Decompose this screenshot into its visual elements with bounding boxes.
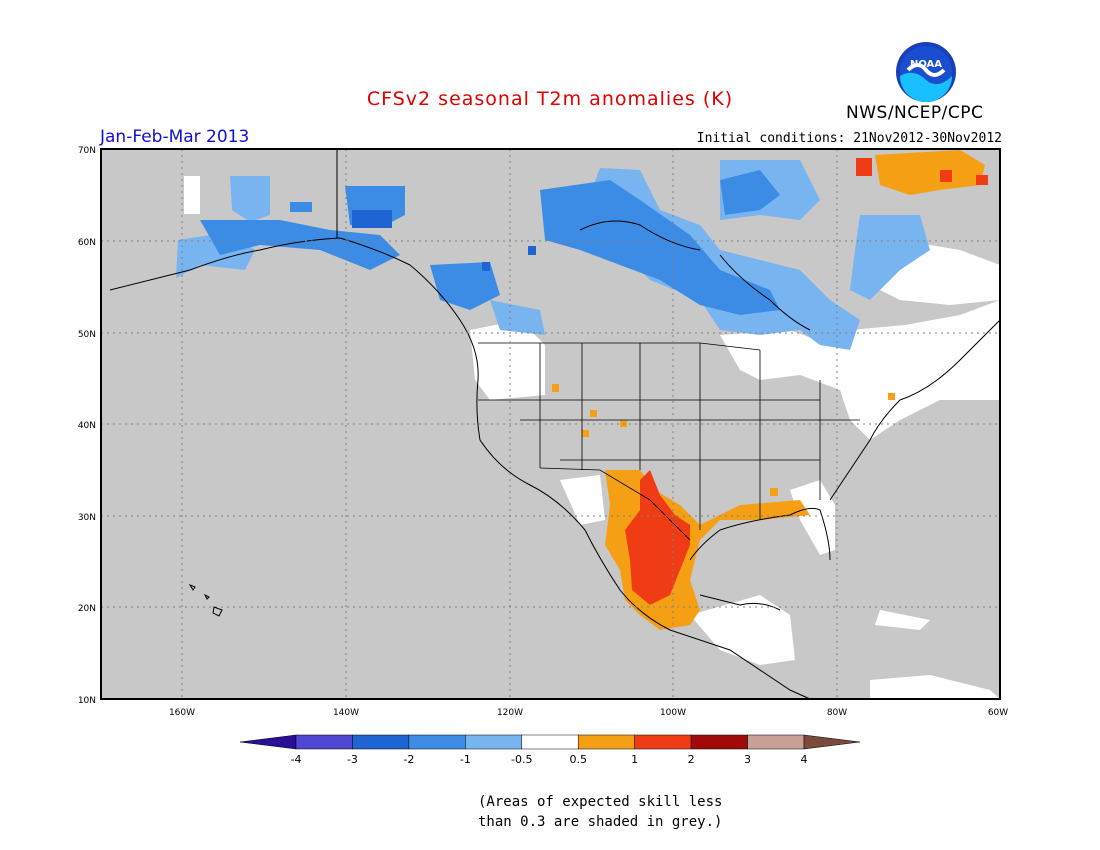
hawaii-islands [188,583,223,617]
colorbar-tick-label: 1 [631,753,638,766]
lon-label: 100W [660,708,686,718]
political-borders [478,342,860,541]
colorbar-tick-label: -2 [403,753,414,766]
colorbar-tick-label: -1 [460,753,471,766]
lat-label: 70N [78,146,96,156]
initial-conditions: Initial conditions: 21Nov2012-30Nov2012 [696,131,1002,146]
lat-labels: 70N 60N 50N 40N 30N 20N 10N [78,146,96,706]
colorbar-segment [465,734,523,750]
map-frame [100,148,1001,700]
colorbar-tick-label: -0.5 [511,753,532,766]
lat-label: 40N [78,421,96,431]
colorbar-tick-label: 0.5 [569,753,587,766]
lat-label: 20N [78,604,96,614]
cool-medium-regions [200,170,780,315]
logo-text: NOAA [910,59,942,70]
colorbar-tick-label: -3 [347,753,358,766]
skill-note: (Areas of expected skill less than 0.3 a… [478,792,722,832]
colorbar-segment [295,734,353,750]
lon-label: 80W [827,708,847,718]
lon-label: 160W [169,708,195,718]
colorbar-tick-label: 2 [688,753,695,766]
lon-label: 60W [988,708,1008,718]
noaa-logo-icon: NOAA [896,42,956,102]
colorbar-segment [352,734,410,750]
agency-label: NWS/NCEP/CPC [846,103,984,123]
colorbar-tick-label: 4 [801,753,808,766]
skill-note-line1: (Areas of expected skill less [478,794,723,810]
lat-label: 10N [78,696,96,706]
skill-note-line2: than 0.3 are shaded in grey.) [478,814,723,830]
graticule [101,149,1000,699]
cool-dark-regions [352,210,536,271]
colorbar-tick-label: 3 [744,753,751,766]
lon-labels: 160W 140W 120W 100W 80W 60W [169,708,1008,718]
forecast-period: Jan-Feb-Mar 2013 [100,127,250,147]
warm-strong-regions [625,158,988,605]
chart-title: CFSv2 seasonal T2m anomalies (K) [366,88,734,110]
lat-label: 60N [78,238,96,248]
colorbar-segment [690,734,748,750]
lon-label: 140W [333,708,359,718]
colorbar-segment [747,734,805,750]
colorbar-segment [239,734,297,750]
lon-label: 120W [497,708,523,718]
neutral-regions [184,176,1000,699]
lat-label: 50N [78,330,96,340]
colorbar-segment [577,734,635,750]
colorbar-segment [521,734,579,750]
colorbar-segment [408,734,466,750]
colorbar-tick-label: -4 [291,753,302,766]
lat-label: 30N [78,513,96,523]
colorbar-segment [634,734,692,750]
coastlines [109,150,1001,700]
colorbar-segment [803,734,861,750]
